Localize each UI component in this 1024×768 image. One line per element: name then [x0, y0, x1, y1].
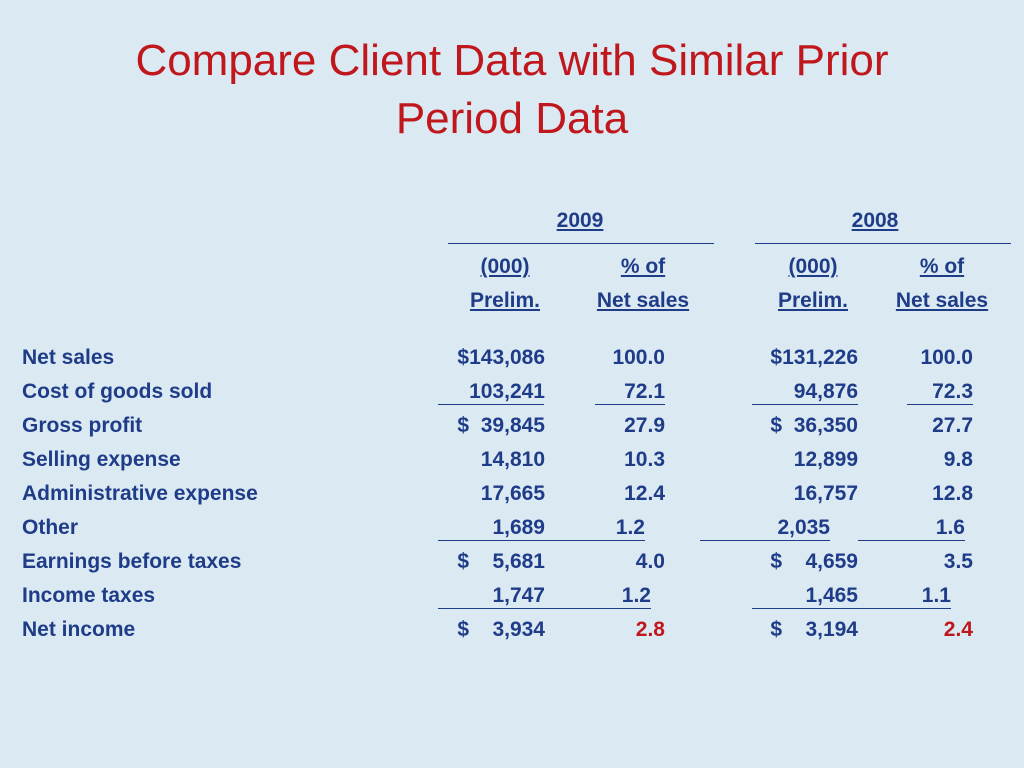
ebt-2009-amount: $ 5,681: [457, 550, 545, 573]
cogs-2009-amount: 103,241: [469, 380, 545, 403]
cogs-2009-percent-underline: [595, 404, 665, 405]
net-income-2009-amount: $ 3,934: [457, 618, 545, 641]
ebt-2008-amount: $ 4,659: [770, 550, 858, 573]
row-label-net-income: Net income: [22, 618, 136, 641]
row-label-administrative-expense: Administrative expense: [22, 482, 258, 505]
cogs-2008-amount-underline: [752, 404, 858, 405]
row-label-selling-expense: Selling expense: [22, 448, 181, 471]
col-2008-amount-head-1: (000): [788, 255, 838, 278]
income-taxes-2009-amount: 1,747: [492, 584, 545, 607]
selling-expense-2008-percent: 9.8: [943, 448, 973, 471]
cogs-2008-amount: 94,876: [793, 380, 858, 403]
slide-title-line-2: Period Data: [395, 94, 629, 143]
other-2008-percent: 1.6: [935, 516, 965, 539]
ebt-2008-percent: 3.5: [943, 550, 973, 573]
gross-profit-2009-percent: 27.9: [624, 414, 665, 437]
other-2008-amount-underline: [700, 540, 830, 541]
income-taxes-2008-underline: [752, 608, 951, 609]
admin-expense-2008-percent: 12.8: [932, 482, 973, 505]
other-2008-percent-underline: [858, 540, 965, 541]
cogs-2008-percent: 72.3: [932, 380, 973, 403]
ebt-2009-percent: 4.0: [635, 550, 665, 573]
row-label-gross-profit: Gross profit: [22, 414, 143, 437]
gross-profit-2009-amount: $ 39,845: [457, 414, 545, 437]
year-2008-rule: [755, 243, 1011, 244]
cogs-2009-amount-underline: [438, 404, 544, 405]
income-taxes-2009-percent: 1.2: [621, 584, 651, 607]
row-label-earnings-before-taxes: Earnings before taxes: [22, 550, 242, 573]
col-2009-amount-head-2: Prelim.: [469, 289, 541, 312]
admin-expense-2009-percent: 12.4: [624, 482, 665, 505]
slide-title-line-1: Compare Client Data with Similar Prior: [135, 36, 889, 85]
net-income-2008-percent: 2.4: [943, 618, 973, 641]
cogs-2008-percent-underline: [907, 404, 973, 405]
col-2009-percent-head-1: % of: [620, 255, 666, 278]
col-2009-amount-head-1: (000): [480, 255, 530, 278]
income-taxes-2009-underline: [438, 608, 651, 609]
other-2009-percent: 1.2: [615, 516, 645, 539]
other-2009-underline: [438, 540, 645, 541]
other-2009-amount: 1,689: [492, 516, 545, 539]
admin-expense-2008-amount: 16,757: [793, 482, 858, 505]
admin-expense-2009-amount: 17,665: [480, 482, 545, 505]
net-sales-2009-amount: $143,086: [457, 346, 545, 369]
gross-profit-2008-amount: $ 36,350: [770, 414, 858, 437]
col-2008-amount-head-2: Prelim.: [777, 289, 849, 312]
other-2008-amount: 2,035: [777, 516, 830, 539]
net-income-2009-percent: 2.8: [635, 618, 665, 641]
row-label-other: Other: [22, 516, 79, 539]
row-label-cost-of-goods-sold: Cost of goods sold: [22, 380, 213, 403]
col-2009-percent-head-2: Net sales: [596, 289, 690, 312]
cogs-2009-percent: 72.1: [624, 380, 665, 403]
income-taxes-2008-amount: 1,465: [805, 584, 858, 607]
income-taxes-2008-percent: 1.1: [921, 584, 951, 607]
gross-profit-2008-percent: 27.7: [932, 414, 973, 437]
net-sales-2008-amount: $131,226: [770, 346, 858, 369]
net-sales-2008-percent: 100.0: [920, 346, 973, 369]
slide-title: Compare Client Data with Similar Prior P…: [40, 32, 984, 148]
col-2008-percent-head-1: % of: [919, 255, 965, 278]
row-label-net-sales: Net sales: [22, 346, 115, 369]
year-2009-header: 2009: [556, 209, 604, 232]
selling-expense-2008-amount: 12,899: [793, 448, 858, 471]
selling-expense-2009-percent: 10.3: [624, 448, 665, 471]
selling-expense-2009-amount: 14,810: [480, 448, 545, 471]
row-label-income-taxes: Income taxes: [22, 584, 156, 607]
net-income-2008-amount: $ 3,194: [770, 618, 858, 641]
year-2008-header: 2008: [851, 209, 899, 232]
net-sales-2009-percent: 100.0: [612, 346, 665, 369]
year-2009-rule: [448, 243, 714, 244]
col-2008-percent-head-2: Net sales: [895, 289, 989, 312]
